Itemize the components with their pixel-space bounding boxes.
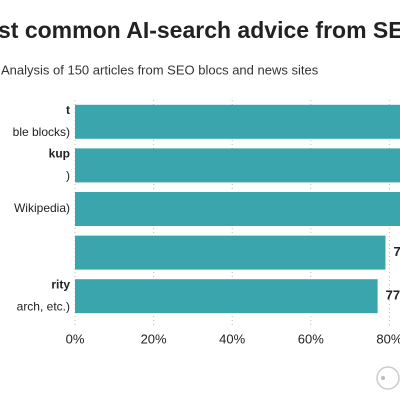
y-tick-label: )	[66, 169, 70, 183]
x-tick-label: 0%	[66, 331, 85, 346]
y-tick-label: arch, etc.)	[17, 299, 70, 313]
value-label: 79%	[393, 244, 400, 259]
x-tick-label: 40%	[219, 331, 245, 346]
y-tick-label: Wikipedia)	[14, 201, 70, 215]
bar	[75, 148, 400, 183]
x-tick-label: 80%	[376, 331, 400, 346]
bar	[75, 104, 400, 139]
y-tick-label: t	[66, 103, 70, 117]
value-label: 77%	[386, 288, 400, 303]
chart-title: st common AI-search advice from SEO	[0, 17, 400, 43]
y-tick-label: ble blocks)	[13, 125, 70, 139]
bar	[75, 192, 400, 226]
x-tick-label: 20%	[141, 331, 167, 346]
y-tick-label: kup	[49, 147, 70, 161]
x-tick-label: 60%	[298, 331, 324, 346]
logo	[376, 366, 400, 390]
bar	[75, 279, 378, 314]
y-tick-label: rity	[51, 277, 70, 291]
chart-subtitle: Analysis of 150 articles from SEO blocs …	[1, 62, 319, 77]
bar	[75, 235, 386, 270]
